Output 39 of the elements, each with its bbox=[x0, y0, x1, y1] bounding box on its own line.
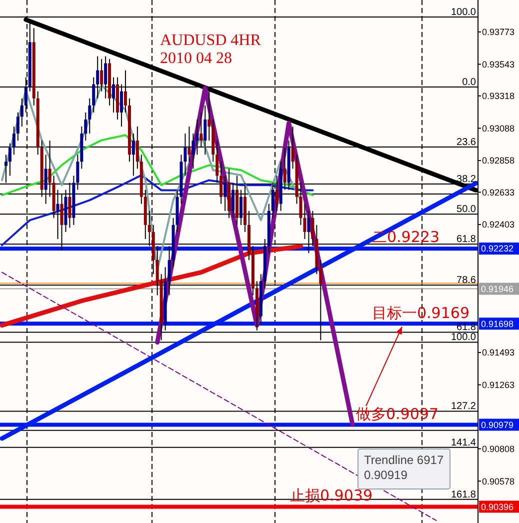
ref-line-label: 0.91946 bbox=[481, 284, 514, 294]
y-tick-label: 0.91493 bbox=[482, 348, 515, 358]
y-tick-label: 0.93318 bbox=[482, 91, 515, 102]
candlestick bbox=[20, 98, 24, 128]
y-tick-label: 0.92858 bbox=[482, 156, 515, 166]
annotation: 61.8 bbox=[456, 322, 476, 334]
ref-line-label: 0.90979 bbox=[481, 420, 514, 430]
annotation: 100.0 bbox=[450, 332, 476, 344]
y-tick-label: 0.93773 bbox=[482, 27, 515, 38]
y-tick-label: 0.93543 bbox=[482, 59, 515, 70]
annotation: Trendline 6917 bbox=[364, 453, 444, 467]
annotation: 0.0 bbox=[462, 77, 476, 88]
y-tick-label: 0.92633 bbox=[482, 187, 515, 198]
annotation: 100.0 bbox=[450, 7, 476, 18]
y-tick-label: 0.91263 bbox=[482, 380, 515, 390]
y-tick-label: 0.93088 bbox=[482, 123, 515, 134]
candlestick bbox=[88, 98, 92, 134]
annotation: 目标一0.9169 bbox=[372, 304, 470, 322]
ref-line-label: 0.91698 bbox=[481, 318, 514, 329]
annotation: 161.8 bbox=[450, 489, 476, 500]
annotation: 23.6 bbox=[456, 137, 476, 148]
annotation: 141.4 bbox=[450, 437, 476, 448]
candlestick bbox=[84, 112, 88, 142]
annotation: 50.0 bbox=[456, 204, 476, 216]
annotation: 61.8 bbox=[456, 234, 476, 246]
line-series bbox=[0, 174, 314, 246]
annotation: 127.2 bbox=[450, 401, 476, 412]
candlestick bbox=[16, 112, 20, 142]
ref-line-label: 0.90396 bbox=[481, 502, 514, 512]
annotation: 0.90919 bbox=[364, 468, 408, 482]
line-series bbox=[0, 134, 314, 196]
line-series bbox=[0, 244, 303, 328]
ref-line-label: 0.92232 bbox=[481, 244, 514, 254]
y-tick-label: 0.90808 bbox=[482, 444, 515, 454]
text: AUDUSD 4HR bbox=[160, 32, 262, 49]
y-tick-label: 0.90578 bbox=[482, 476, 515, 486]
y-tick-label: 0.92403 bbox=[482, 220, 515, 230]
annotation: 38.2 bbox=[456, 174, 476, 186]
text: 2010 04 28 bbox=[160, 50, 232, 67]
